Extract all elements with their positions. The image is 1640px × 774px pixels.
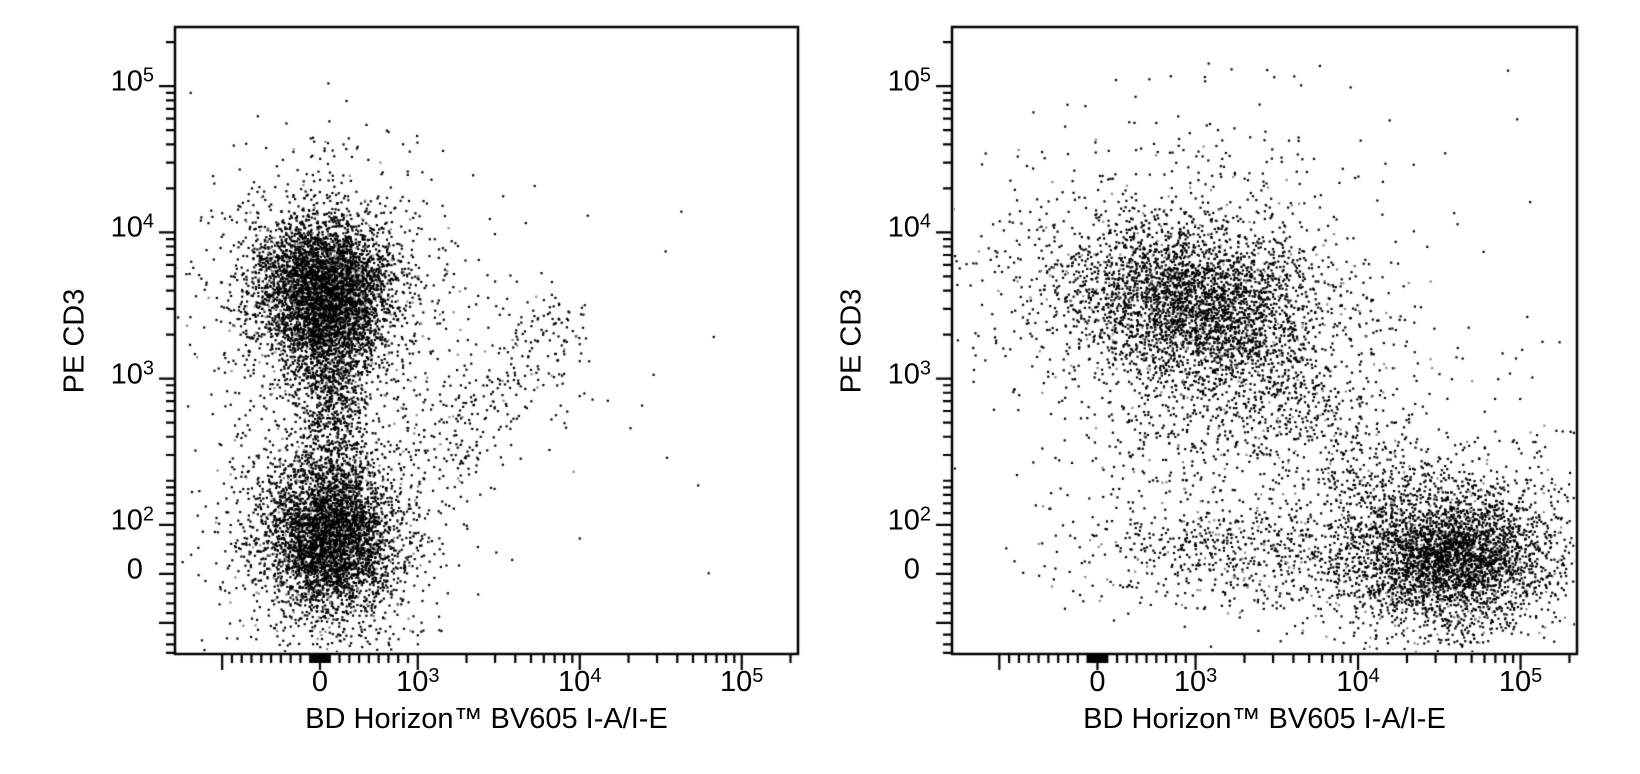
scatter-canvas bbox=[0, 0, 1640, 774]
flow-cytometry-figure: PE CD3 BD Horizon™ BV605 I-A/I-E 0210210… bbox=[0, 0, 1640, 774]
